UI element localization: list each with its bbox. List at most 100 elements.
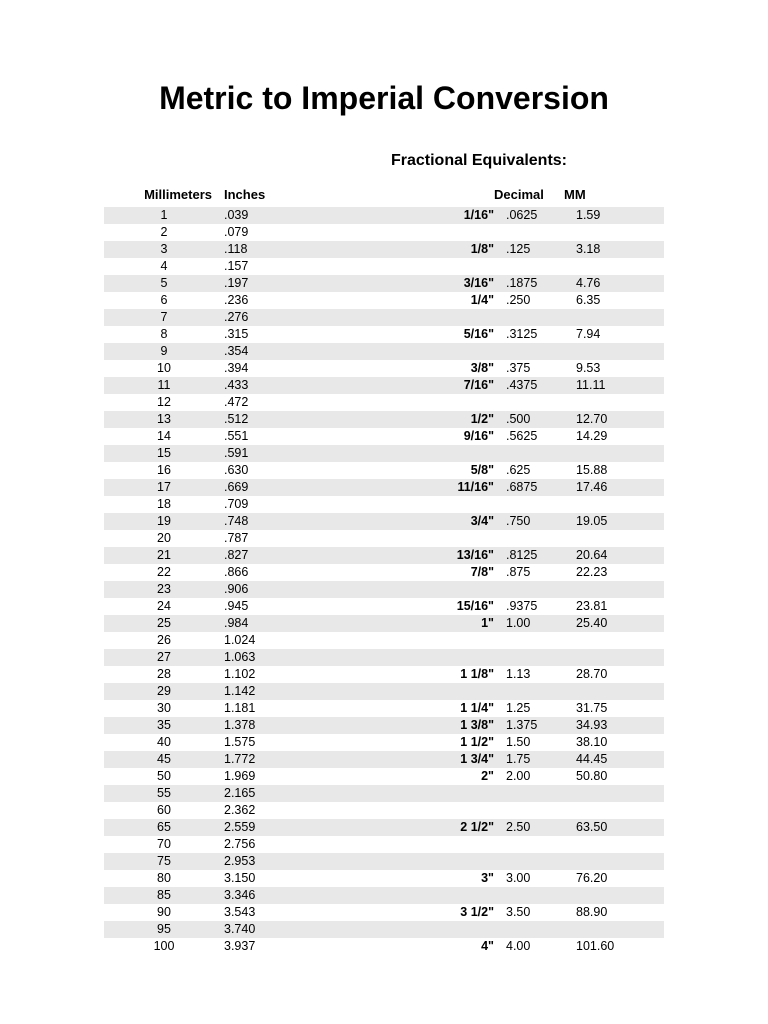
cell-decimal: .4375: [506, 377, 576, 394]
cell-fraction: [414, 224, 506, 241]
cell-decimal: .750: [506, 513, 576, 530]
cell-fraction: 15/16": [414, 598, 506, 615]
cell-inches: .630: [224, 462, 314, 479]
table-row: 17.66911/16".687517.46: [104, 479, 664, 496]
cell-millimeters: 2: [104, 224, 224, 241]
cell-decimal: [506, 394, 576, 411]
cell-fraction: 3/8": [414, 360, 506, 377]
page-title: Metric to Imperial Conversion: [60, 80, 708, 117]
table-row: 18.709: [104, 496, 664, 513]
cell-decimal: 1.50: [506, 734, 576, 751]
cell-millimeters: 40: [104, 734, 224, 751]
cell-millimeters: 17: [104, 479, 224, 496]
cell-gap: [314, 683, 414, 700]
table-header-row: Millimeters Inches Decimal MM: [104, 185, 664, 205]
cell-fraction: [414, 496, 506, 513]
cell-mm2: [576, 343, 646, 360]
table-row: 301.1811 1/4"1.2531.75: [104, 700, 664, 717]
cell-fraction: 1 3/8": [414, 717, 506, 734]
cell-fraction: 7/16": [414, 377, 506, 394]
cell-millimeters: 22: [104, 564, 224, 581]
cell-inches: .709: [224, 496, 314, 513]
cell-inches: 1.378: [224, 717, 314, 734]
cell-gap: [314, 411, 414, 428]
cell-gap: [314, 428, 414, 445]
table-row: 6.2361/4".2506.35: [104, 292, 664, 309]
cell-fraction: 3": [414, 870, 506, 887]
cell-millimeters: 80: [104, 870, 224, 887]
cell-decimal: .250: [506, 292, 576, 309]
cell-gap: [314, 547, 414, 564]
cell-fraction: 1/8": [414, 241, 506, 258]
cell-gap: [314, 564, 414, 581]
cell-inches: .748: [224, 513, 314, 530]
cell-gap: [314, 751, 414, 768]
cell-fraction: 1 1/2": [414, 734, 506, 751]
cell-millimeters: 12: [104, 394, 224, 411]
cell-fraction: [414, 887, 506, 904]
cell-fraction: 3 1/2": [414, 904, 506, 921]
cell-mm2: 28.70: [576, 666, 646, 683]
cell-decimal: [506, 632, 576, 649]
table-row: 12.472: [104, 394, 664, 411]
page-subtitle: Fractional Equivalents:: [250, 152, 708, 170]
table-row: 953.740: [104, 921, 664, 938]
cell-fraction: 1/16": [414, 207, 506, 224]
cell-inches: .984: [224, 615, 314, 632]
cell-decimal: [506, 649, 576, 666]
cell-mm2: 19.05: [576, 513, 646, 530]
cell-mm2: 88.90: [576, 904, 646, 921]
cell-mm2: 15.88: [576, 462, 646, 479]
cell-millimeters: 10: [104, 360, 224, 377]
header-inches: Inches: [224, 185, 314, 205]
cell-millimeters: 16: [104, 462, 224, 479]
table-row: 271.063: [104, 649, 664, 666]
cell-inches: 2.559: [224, 819, 314, 836]
cell-millimeters: 45: [104, 751, 224, 768]
cell-mm2: [576, 445, 646, 462]
cell-decimal: .1875: [506, 275, 576, 292]
cell-gap: [314, 734, 414, 751]
cell-millimeters: 14: [104, 428, 224, 445]
cell-decimal: .500: [506, 411, 576, 428]
cell-fraction: 11/16": [414, 479, 506, 496]
table-row: 351.3781 3/8"1.37534.93: [104, 717, 664, 734]
cell-millimeters: 35: [104, 717, 224, 734]
cell-fraction: 7/8": [414, 564, 506, 581]
cell-decimal: 2.50: [506, 819, 576, 836]
cell-gap: [314, 530, 414, 547]
cell-mm2: 14.29: [576, 428, 646, 445]
cell-inches: .118: [224, 241, 314, 258]
cell-gap: [314, 938, 414, 955]
cell-millimeters: 19: [104, 513, 224, 530]
cell-mm2: 4.76: [576, 275, 646, 292]
conversion-table: Millimeters Inches Decimal MM 1.0391/16"…: [104, 185, 664, 955]
cell-mm2: [576, 632, 646, 649]
cell-mm2: 6.35: [576, 292, 646, 309]
cell-inches: .394: [224, 360, 314, 377]
cell-millimeters: 9: [104, 343, 224, 360]
cell-gap: [314, 224, 414, 241]
cell-decimal: [506, 853, 576, 870]
cell-mm2: 76.20: [576, 870, 646, 887]
cell-millimeters: 4: [104, 258, 224, 275]
cell-inches: .276: [224, 309, 314, 326]
cell-gap: [314, 666, 414, 683]
cell-gap: [314, 360, 414, 377]
cell-inches: .197: [224, 275, 314, 292]
cell-gap: [314, 921, 414, 938]
table-row: 19.7483/4".75019.05: [104, 513, 664, 530]
cell-decimal: 4.00: [506, 938, 576, 955]
cell-decimal: .5625: [506, 428, 576, 445]
cell-millimeters: 90: [104, 904, 224, 921]
cell-fraction: [414, 683, 506, 700]
cell-millimeters: 18: [104, 496, 224, 513]
cell-millimeters: 75: [104, 853, 224, 870]
cell-mm2: 38.10: [576, 734, 646, 751]
table-row: 803.1503"3.0076.20: [104, 870, 664, 887]
cell-mm2: 34.93: [576, 717, 646, 734]
cell-millimeters: 25: [104, 615, 224, 632]
cell-millimeters: 70: [104, 836, 224, 853]
table-body: 1.0391/16".06251.592.0793.1181/8".1253.1…: [104, 207, 664, 955]
cell-fraction: [414, 394, 506, 411]
